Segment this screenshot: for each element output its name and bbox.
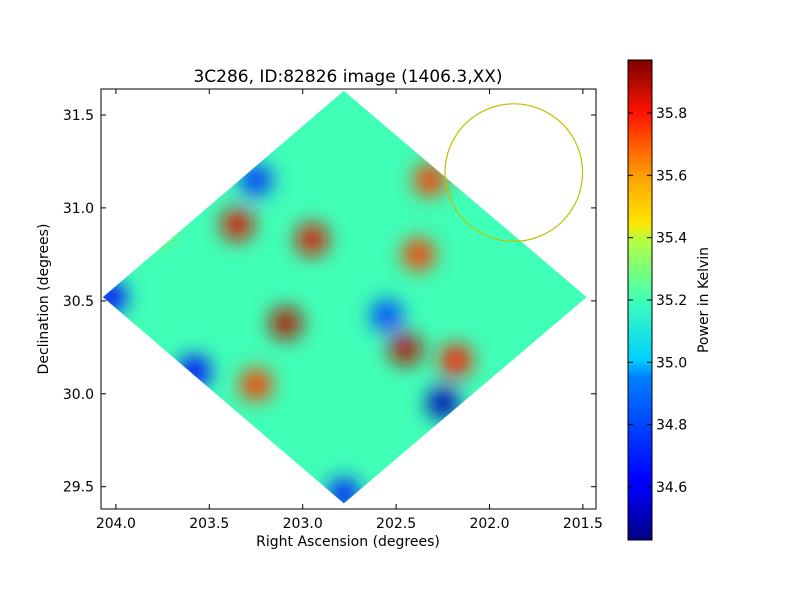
colorbar-tick-label: 35.2 — [656, 293, 687, 309]
y-tick-label: 31.0 — [63, 201, 94, 217]
colorbar-tick-label: 35.8 — [656, 106, 687, 122]
x-tick-label: 202.0 — [469, 516, 509, 532]
colorbar-tick-label: 35.6 — [656, 168, 687, 184]
chart-title: 3C286, ID:82826 image (1406.3,XX) — [193, 67, 502, 87]
colorbar-tick-label: 34.6 — [656, 480, 687, 496]
map-feature-1 — [221, 208, 254, 241]
x-tick-label: 201.5 — [563, 516, 603, 532]
map-feature-14 — [370, 299, 403, 332]
map-feature-5 — [389, 333, 422, 366]
map-feature-3 — [402, 238, 435, 271]
map-feature-11 — [327, 478, 360, 504]
x-tick-label: 202.5 — [376, 516, 416, 532]
map-feature-4 — [269, 307, 302, 340]
sky-map — [102, 90, 587, 504]
source-circle — [444, 103, 584, 243]
x-axis-label: Right Ascension (degrees) — [256, 534, 440, 550]
y-tick-label: 30.5 — [63, 294, 94, 310]
map-feature-0 — [296, 223, 329, 256]
map-base — [102, 90, 587, 504]
map-feature-12 — [240, 164, 272, 197]
map-feature-2 — [413, 164, 446, 197]
y-axis-label: Declination (degrees) — [36, 224, 52, 375]
y-tick-label: 30.0 — [63, 387, 94, 403]
colorbar-tick-label: 35.0 — [656, 355, 687, 371]
colorbar-tick-label: 35.4 — [656, 231, 687, 247]
x-axis: 204.0 203.5 203.0 202.5 202.0 201.5 — [96, 89, 603, 532]
map-feature-13 — [102, 281, 127, 314]
y-axis: 29.5 30.0 30.5 31.0 31.5 — [63, 108, 596, 496]
plot-frame — [100, 88, 597, 510]
y-tick-label: 31.5 — [63, 108, 94, 124]
map-feature-9 — [426, 387, 459, 420]
map-feature-6 — [439, 344, 472, 377]
colorbar-axis: 34.6 34.8 35.0 35.2 35.4 35.6 35.8 — [628, 106, 687, 496]
y-tick-label: 29.5 — [63, 480, 94, 496]
colorbar-tick-label: 34.8 — [656, 418, 687, 434]
map-feature-7 — [240, 368, 272, 401]
x-tick-label: 204.0 — [96, 516, 136, 532]
map-feature-8 — [137, 208, 170, 241]
colorbar-label: Power in Kelvin — [696, 247, 712, 353]
map-feature-10 — [178, 355, 211, 388]
x-tick-label: 203.5 — [189, 516, 229, 532]
x-tick-label: 203.0 — [283, 516, 323, 532]
